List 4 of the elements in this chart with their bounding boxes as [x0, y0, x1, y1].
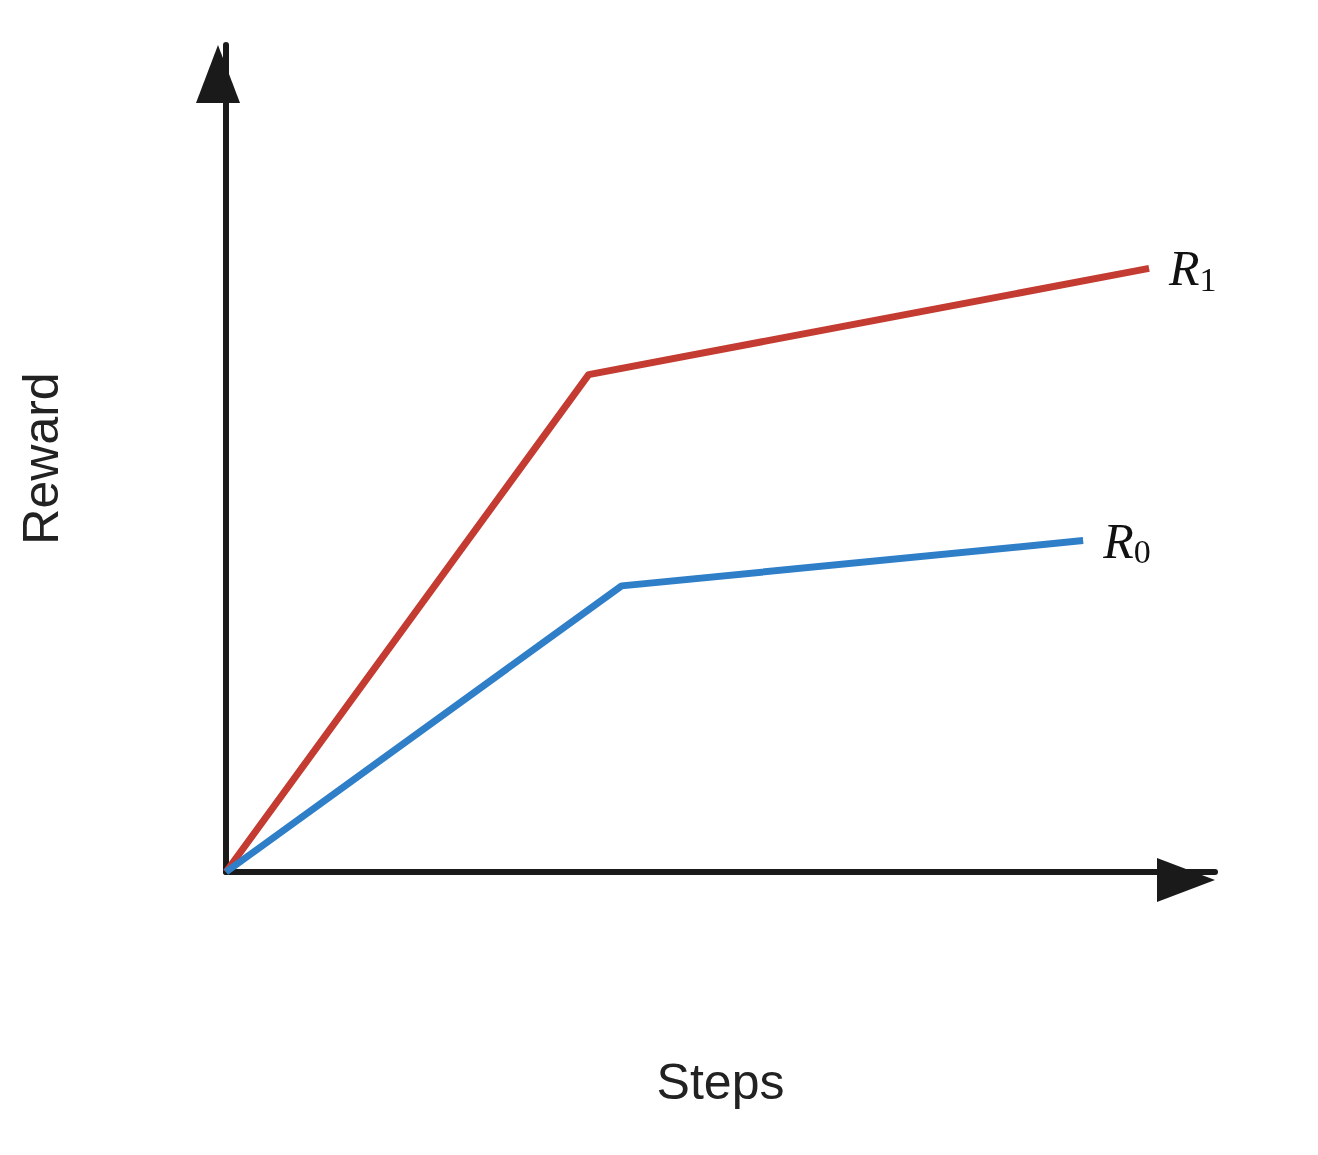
- y-axis-title: Reward: [13, 372, 69, 545]
- x-axis-title: Steps: [656, 1054, 785, 1110]
- series-label: R0: [1102, 512, 1151, 571]
- series-label: R1: [1168, 240, 1217, 298]
